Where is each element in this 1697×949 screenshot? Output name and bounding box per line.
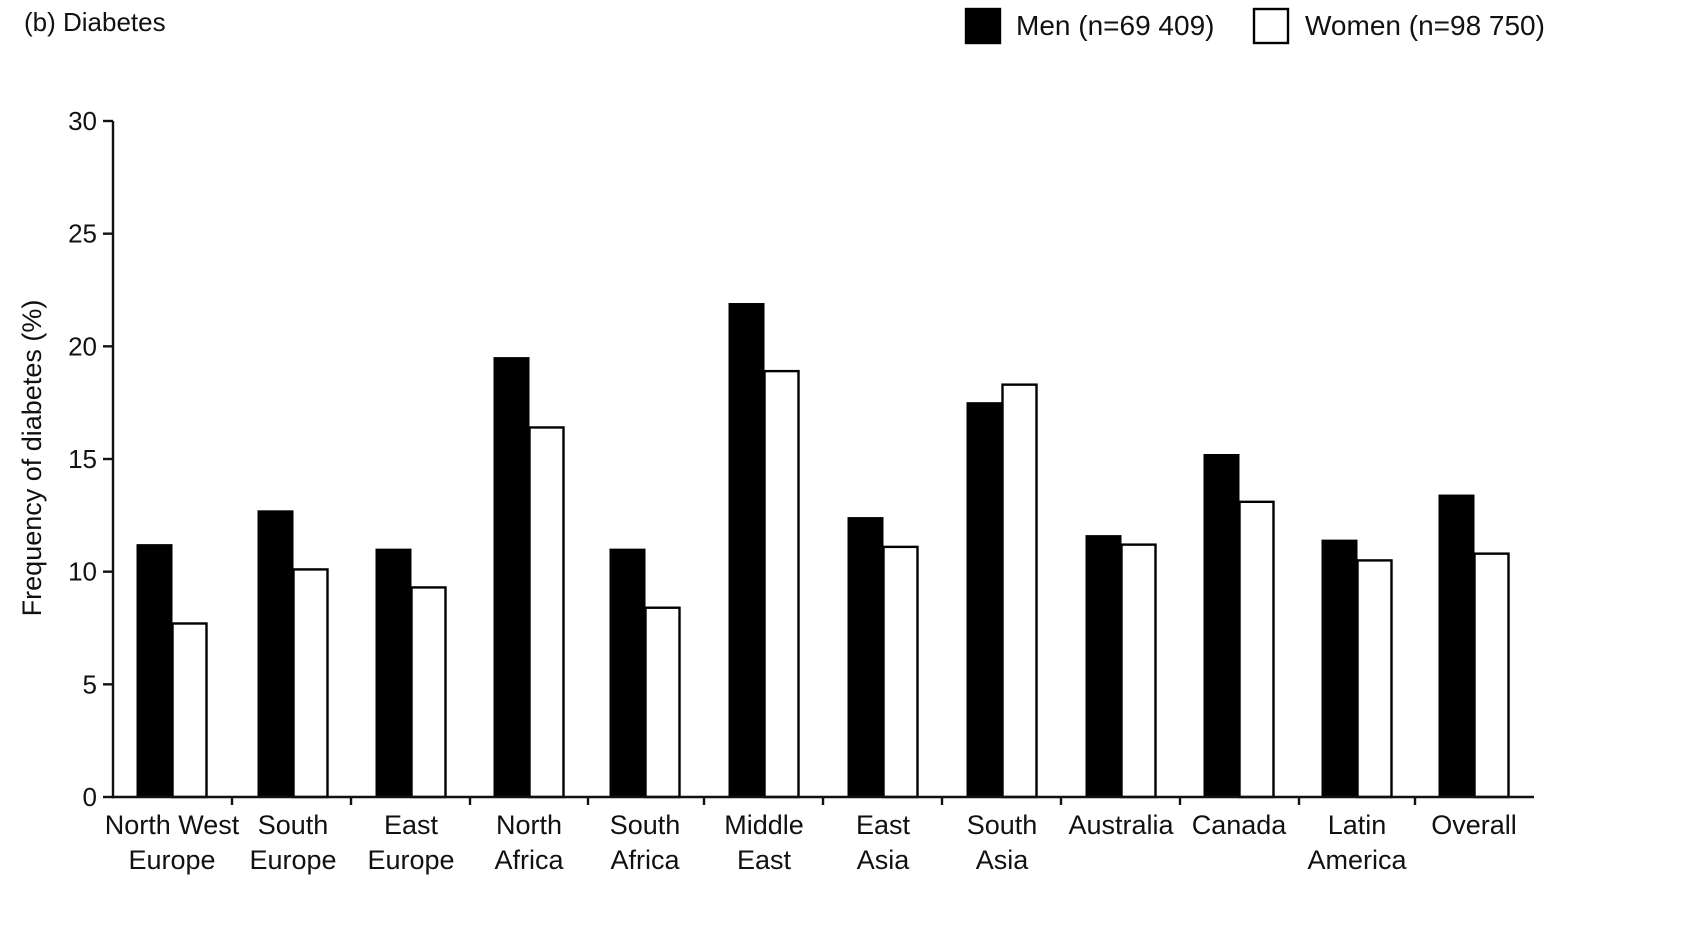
x-tick-label: Africa [610, 845, 680, 875]
x-tick-label: Overall [1431, 810, 1517, 840]
bar-men-0 [136, 544, 173, 798]
bar-women-11 [1473, 552, 1510, 799]
bar-men-4 [609, 548, 646, 798]
x-tick-label: America [1307, 845, 1407, 875]
bar-group [136, 303, 1510, 799]
x-tick-label: Africa [494, 845, 564, 875]
bar-men-8 [1085, 535, 1122, 798]
x-tick-label: Asia [976, 845, 1030, 875]
x-tick-label: South [258, 810, 329, 840]
legend-swatch-men [964, 7, 1002, 45]
bar-men-11 [1438, 494, 1475, 798]
x-tick-label: South [610, 810, 681, 840]
legend-label-women: Women (n=98 750) [1305, 10, 1545, 41]
bar-men-2 [375, 548, 412, 798]
y-tick-label: 0 [83, 782, 97, 812]
bar-men-5 [728, 303, 765, 798]
bar-women-8 [1120, 543, 1157, 799]
bar-men-9 [1203, 453, 1240, 798]
legend-swatch-women [1252, 7, 1290, 45]
x-tick-label: Middle [724, 810, 804, 840]
bar-men-10 [1321, 539, 1358, 798]
bar-men-1 [257, 510, 294, 798]
y-tick-label: 5 [83, 669, 97, 699]
y-tick-label: 10 [68, 557, 97, 587]
x-tick-label: North [496, 810, 562, 840]
legend-label-men: Men (n=69 409) [1016, 10, 1214, 41]
bar-women-2 [410, 586, 447, 799]
bar-women-10 [1356, 559, 1393, 799]
bar-men-3 [493, 357, 530, 798]
x-tick-label: South [967, 810, 1038, 840]
bar-men-7 [966, 402, 1003, 798]
category-labels: North West Europe South Europe East Europe Nor… [105, 810, 1517, 875]
x-tick-label: East [856, 810, 911, 840]
y-tick-label: 20 [68, 331, 97, 361]
bar-women-3 [528, 426, 565, 799]
bar-women-0 [171, 622, 208, 799]
bar-women-1 [292, 568, 329, 799]
x-tick-label: Europe [367, 845, 454, 875]
legend: Men (n=69 409) Women (n=98 750) [964, 7, 1545, 45]
bar-women-6 [882, 545, 919, 799]
bar-women-7 [1001, 383, 1038, 799]
x-tick-label: Canada [1192, 810, 1288, 840]
bar-women-5 [763, 369, 800, 799]
x-tick-label: East [737, 845, 792, 875]
chart-title: (b) Diabetes [24, 7, 166, 37]
bar-women-4 [644, 606, 681, 799]
y-tick-label: 30 [68, 106, 97, 136]
x-tick-label: East [384, 810, 439, 840]
bar-men-6 [847, 517, 884, 798]
x-tick-label: Latin [1328, 810, 1387, 840]
y-tick-label: 25 [68, 219, 97, 249]
y-tick-label: 15 [68, 444, 97, 474]
y-axis-title: Frequency of diabetes (%) [17, 300, 47, 617]
axes: 0 5 10 15 20 25 30 [68, 106, 1534, 812]
x-tick-label: North West [105, 810, 240, 840]
x-tick-label: Europe [128, 845, 215, 875]
bar-women-9 [1238, 500, 1275, 799]
x-tick-label: Europe [249, 845, 336, 875]
x-tick-label: Asia [857, 845, 911, 875]
x-tick-label: Australia [1068, 810, 1174, 840]
